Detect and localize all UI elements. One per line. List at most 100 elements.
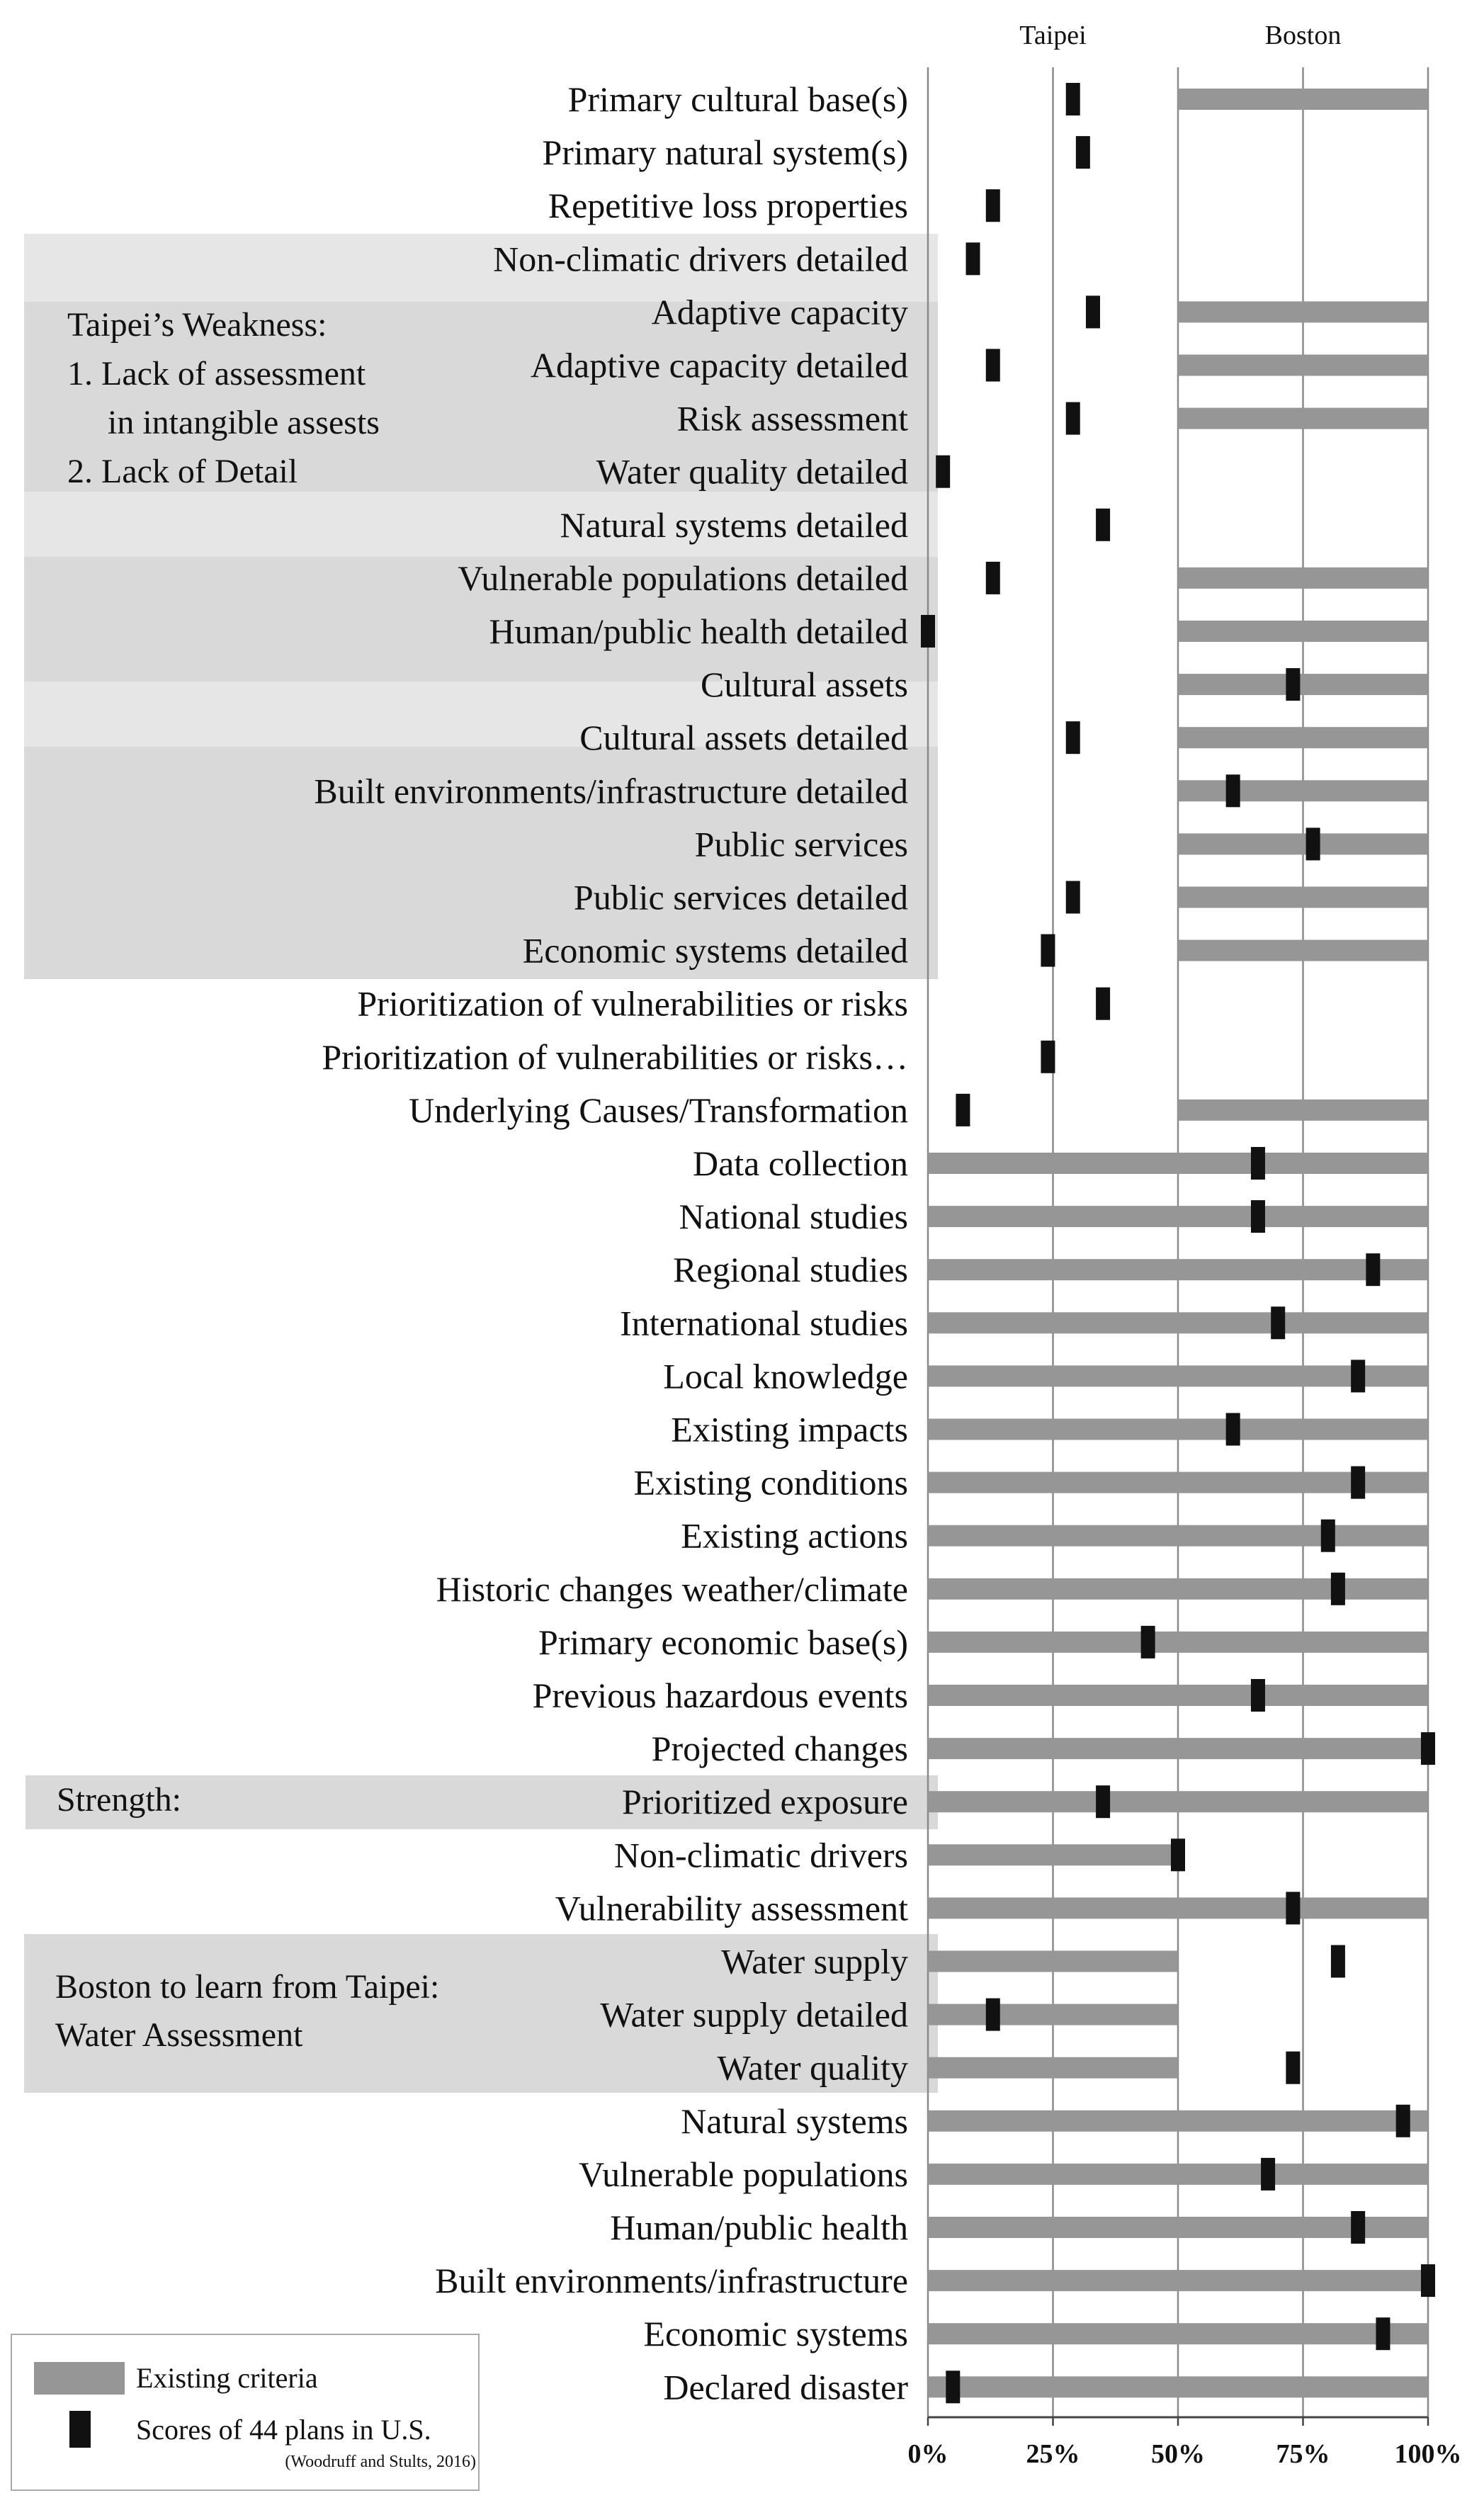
learn-label-line-1: Boston to learn from Taipei: bbox=[55, 1968, 439, 2006]
strength-label: Strength: bbox=[57, 1781, 181, 1819]
category-label: Repetitive loss properties bbox=[548, 186, 908, 225]
score-marker bbox=[1250, 1147, 1265, 1180]
criteria-bar bbox=[1178, 567, 1428, 589]
score-markers bbox=[921, 83, 1435, 2404]
criteria-bar bbox=[928, 1844, 1178, 1866]
weakness-band-light bbox=[24, 234, 938, 302]
weakness-item-2: in intangible assests bbox=[108, 404, 380, 441]
score-marker bbox=[1351, 1360, 1366, 1393]
criteria-bar bbox=[928, 2376, 1428, 2398]
criteria-bar bbox=[928, 1418, 1428, 1440]
criteria-bar bbox=[928, 2217, 1428, 2238]
criteria-bars bbox=[928, 89, 1428, 2398]
criteria-bar bbox=[1178, 939, 1428, 961]
category-label: Cultural assets bbox=[701, 665, 908, 704]
score-marker bbox=[1096, 508, 1111, 541]
criteria-bar bbox=[928, 2057, 1178, 2079]
category-label: Local knowledge bbox=[663, 1356, 908, 1396]
category-label: Built environments/infrastructure detail… bbox=[314, 771, 908, 810]
score-marker bbox=[936, 455, 951, 488]
category-label: Previous hazardous events bbox=[533, 1675, 908, 1715]
category-label: Natural systems detailed bbox=[560, 505, 908, 545]
criteria-bar bbox=[928, 1206, 1428, 1228]
criteria-bar bbox=[1178, 621, 1428, 642]
score-marker bbox=[1225, 1413, 1240, 1446]
score-marker bbox=[1305, 827, 1320, 861]
category-label: Declared disaster bbox=[663, 2367, 908, 2407]
score-marker bbox=[1041, 934, 1055, 967]
learn-label-line-2: Water Assessment bbox=[55, 2016, 303, 2054]
category-label: Built environments/infrastructure bbox=[435, 2261, 908, 2300]
score-marker bbox=[1376, 2317, 1390, 2351]
score-marker bbox=[1366, 1253, 1381, 1287]
criteria-bar bbox=[928, 2163, 1428, 2185]
category-label: Adaptive capacity detailed bbox=[531, 346, 908, 385]
criteria-bar bbox=[928, 1897, 1428, 1919]
criteria-bar bbox=[1178, 1099, 1428, 1121]
reference-label: Taipei bbox=[1019, 21, 1086, 50]
score-marker bbox=[1320, 1519, 1335, 1552]
criteria-bar bbox=[1178, 886, 1428, 908]
category-label: Regional studies bbox=[673, 1250, 908, 1289]
score-marker bbox=[1330, 1572, 1345, 1605]
category-label: International studies bbox=[620, 1303, 908, 1343]
score-marker bbox=[1171, 1838, 1185, 1872]
category-label: Data collection bbox=[693, 1143, 908, 1183]
score-marker bbox=[1351, 2211, 1366, 2244]
legend-score-label: Scores of 44 plans in U.S. bbox=[136, 2414, 431, 2446]
score-marker bbox=[1096, 987, 1111, 1020]
category-label: Human/public health detailed bbox=[489, 611, 908, 651]
criteria-bar bbox=[928, 2110, 1428, 2132]
criteria-bar bbox=[1178, 833, 1428, 855]
x-tick-label: 0% bbox=[908, 2439, 948, 2469]
category-label: Projected changes bbox=[652, 1729, 908, 1768]
category-label: Public services detailed bbox=[574, 878, 908, 917]
annotations: Taipei’s Weakness: 1. Lack of assessment… bbox=[55, 306, 439, 2054]
score-marker bbox=[1085, 295, 1100, 329]
category-label: Non-climatic drivers detailed bbox=[493, 239, 908, 278]
criteria-bar bbox=[1178, 89, 1428, 110]
weakness-band-light bbox=[24, 682, 938, 747]
category-label: Vulnerability assessment bbox=[555, 1888, 908, 1928]
category-label: Vulnerable populations detailed bbox=[458, 558, 908, 598]
score-marker bbox=[1330, 1945, 1345, 1978]
criteria-bar bbox=[1178, 354, 1428, 376]
category-label: Non-climatic drivers bbox=[614, 1835, 908, 1875]
criteria-bar bbox=[928, 1578, 1428, 1600]
category-label: Primary cultural base(s) bbox=[568, 79, 908, 119]
category-label: National studies bbox=[679, 1197, 908, 1236]
score-marker bbox=[1075, 136, 1090, 169]
score-marker bbox=[1351, 1466, 1366, 1499]
legend-source: (Woodruff and Stults, 2016) bbox=[285, 2453, 476, 2471]
score-marker bbox=[1065, 721, 1080, 755]
category-label: Existing conditions bbox=[634, 1463, 909, 1503]
score-marker bbox=[1065, 881, 1080, 914]
x-tick-label: 50% bbox=[1151, 2439, 1205, 2469]
weakness-item-3: 2. Lack of Detail bbox=[67, 453, 298, 490]
score-marker bbox=[1065, 402, 1080, 435]
score-marker bbox=[985, 561, 1000, 594]
category-label: Public services bbox=[695, 824, 908, 864]
grid-lines bbox=[927, 67, 1429, 2419]
reference-label: Boston bbox=[1265, 21, 1342, 50]
reference-labels: Taipei Boston bbox=[1019, 21, 1341, 50]
score-marker bbox=[946, 2370, 961, 2404]
legend: Existing criteria Scores of 44 plans in … bbox=[11, 2334, 480, 2491]
legend-existing-label: Existing criteria bbox=[136, 2362, 318, 2394]
score-marker bbox=[1261, 2157, 1276, 2191]
category-label: Existing actions bbox=[681, 1516, 908, 1556]
legend-existing-swatch bbox=[34, 2362, 125, 2395]
category-label: Prioritized exposure bbox=[622, 1782, 908, 1821]
criteria-bar bbox=[1178, 301, 1428, 323]
category-label: Water quality detailed bbox=[596, 452, 908, 492]
category-label: Economic systems detailed bbox=[523, 931, 908, 971]
category-label: Water supply detailed bbox=[600, 1995, 908, 2035]
criteria-bar bbox=[928, 1259, 1428, 1281]
category-labels: Primary cultural base(s) Primary natural … bbox=[314, 79, 908, 2407]
x-tick-label: 75% bbox=[1276, 2439, 1330, 2469]
x-axis-ticks: 0% 25% 50% 75% 100% bbox=[908, 2417, 1462, 2469]
category-label: Vulnerable populations bbox=[579, 2154, 908, 2194]
criteria-bar bbox=[928, 1631, 1428, 1653]
score-marker bbox=[1250, 1679, 1265, 1712]
learn-band bbox=[24, 1934, 938, 2093]
